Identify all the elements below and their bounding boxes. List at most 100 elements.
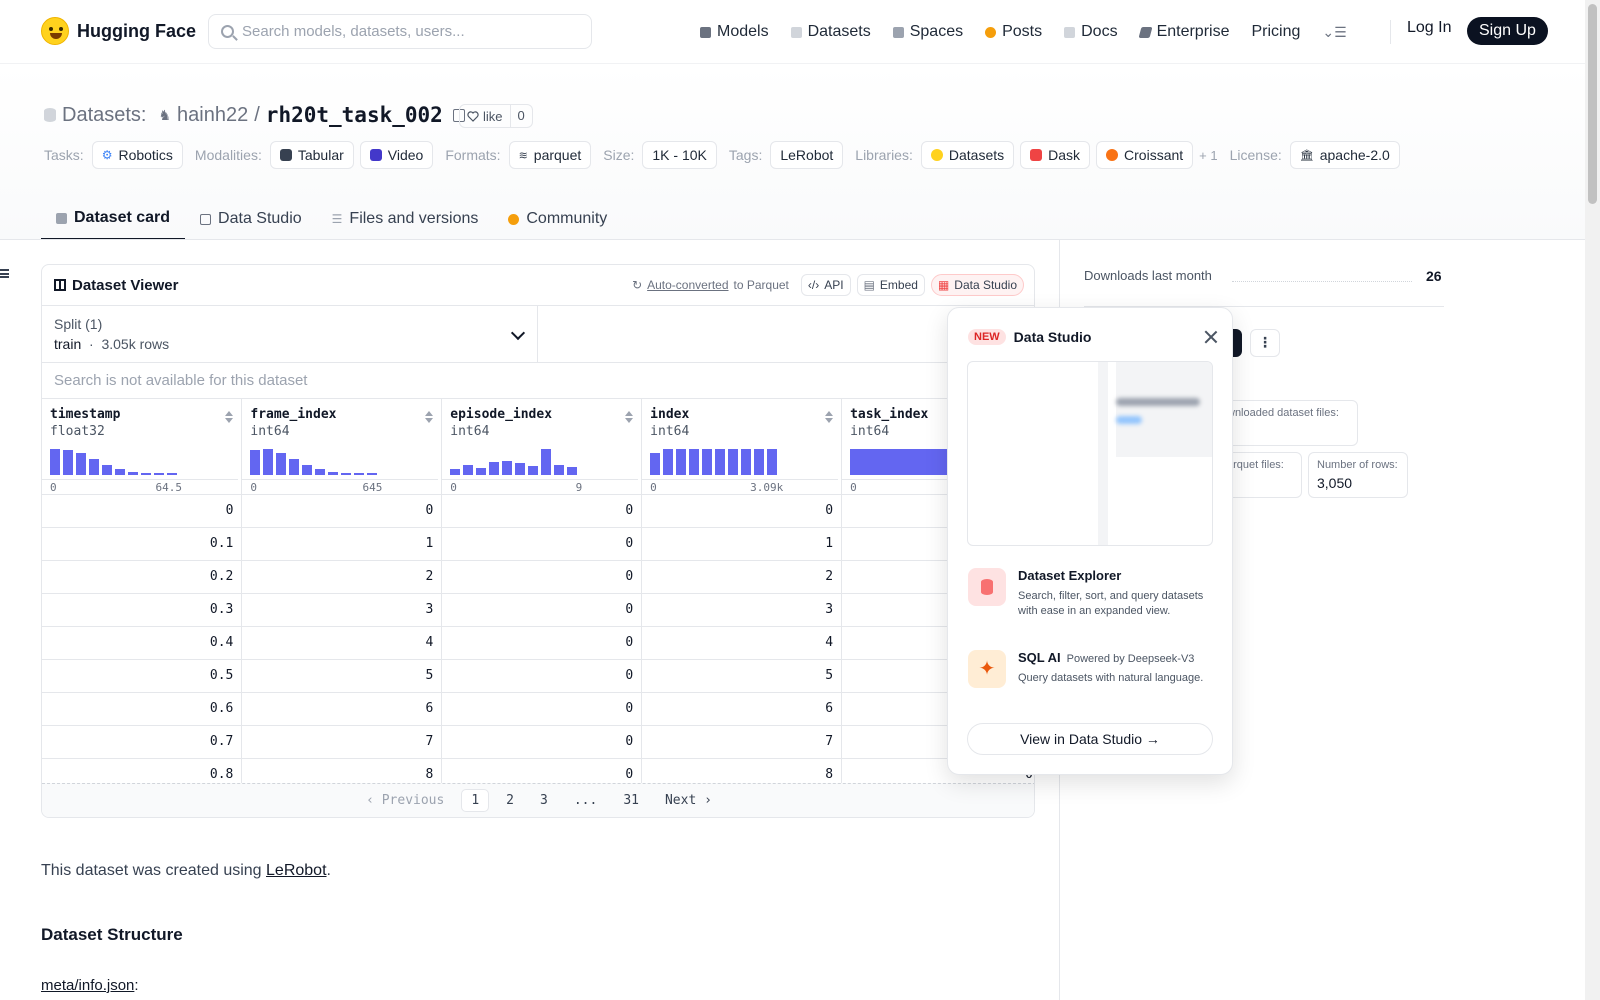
tag-croissant[interactable]: Croissant [1096,141,1194,169]
view-in-data-studio-button[interactable]: View in Data Studio → [967,723,1213,755]
histogram-bar[interactable] [741,449,752,475]
histogram-bar[interactable] [367,473,378,475]
table-cell[interactable]: 0 [441,725,643,759]
histogram-bar[interactable] [767,449,778,475]
next-page-button[interactable]: Next › [664,793,712,808]
table-cell[interactable]: 0.4 [42,626,243,660]
breadcrumb-owner[interactable]: hainh22 [177,103,249,126]
histogram-bar[interactable] [102,465,112,475]
sort-icon[interactable] [825,411,834,423]
like-button[interactable]: like 0 [459,104,533,128]
histogram-bar[interactable] [115,469,125,475]
histogram-bar[interactable] [154,473,164,475]
tag-robotics[interactable]: ⚙ Robotics [91,141,183,169]
table-cell[interactable]: 4 [641,626,843,660]
page-scrollbar[interactable] [1585,0,1600,1000]
histogram-bar[interactable] [554,465,565,475]
tab-dataset-card[interactable]: Dataset card [41,198,186,240]
copy-icon[interactable] [452,108,465,122]
histogram-bar[interactable] [354,473,365,475]
api-button[interactable]: ‹/› API [800,274,851,296]
column-header[interactable]: timestamp float32 0 64.5 [42,399,243,495]
data-studio-button[interactable]: ▦ Data Studio [930,274,1024,296]
table-cell[interactable]: 0 [42,494,243,528]
lerobot-link[interactable]: LeRobot [266,862,327,879]
search-box[interactable] [208,14,592,49]
table-cell[interactable]: 3 [641,593,843,627]
histogram-bar[interactable] [50,449,60,475]
toc-toggle-icon[interactable] [0,269,9,278]
table-cell[interactable]: 0 [441,494,643,528]
histogram-bar[interactable] [89,459,99,475]
histogram-bar[interactable] [463,465,474,475]
table-cell[interactable]: 1 [241,527,443,561]
histogram-bar[interactable] [676,449,687,475]
nav-posts[interactable]: Posts [985,23,1042,41]
histogram-bar[interactable] [302,465,313,475]
sort-icon[interactable] [625,411,634,423]
histogram-bar[interactable] [315,469,326,475]
histogram-bar[interactable] [167,473,177,475]
table-cell[interactable]: 0 [441,560,643,594]
table-cell[interactable]: 5 [641,659,843,693]
table-cell[interactable]: 0.3 [42,593,243,627]
histogram-bar[interactable] [276,453,287,475]
histogram-bar[interactable] [250,450,261,475]
page-2[interactable]: 2 [506,793,514,808]
nav-pricing[interactable]: Pricing [1251,23,1300,41]
histogram-bar[interactable] [541,449,552,475]
table-cell[interactable]: 6 [241,692,443,726]
histogram-bar[interactable] [450,469,461,475]
tag-license[interactable]: 🏛 apache-2.0 [1289,141,1400,169]
table-cell[interactable]: 0 [441,626,643,660]
split-selector[interactable]: Split (1) train · 3.05k rows [42,306,538,362]
libraries-more[interactable]: + 1 [1199,147,1218,163]
table-cell[interactable]: 2 [641,560,843,594]
table-cell[interactable]: 0 [441,659,643,693]
table-cell[interactable]: 7 [641,725,843,759]
close-icon[interactable] [1204,330,1218,344]
nav-enterprise[interactable]: Enterprise [1138,23,1229,41]
column-header[interactable]: episode_index int64 0 9 [441,399,643,495]
embed-button[interactable]: ▤ Embed [856,274,925,296]
tag-lerobot[interactable]: LeRobot [770,141,844,169]
page-31[interactable]: 31 [623,793,639,808]
nav-docs[interactable]: Docs [1064,23,1118,41]
login-button[interactable]: Log In [1407,19,1452,36]
histogram-bar[interactable] [328,472,339,475]
table-cell[interactable]: 6 [641,692,843,726]
table-cell[interactable]: 0.7 [42,725,243,759]
nav-spaces[interactable]: Spaces [892,23,963,41]
tab-community[interactable]: Community [493,198,622,240]
table-cell[interactable]: 1 [641,527,843,561]
histogram-bar[interactable] [515,463,526,475]
table-cell[interactable]: 2 [241,560,443,594]
more-options-button[interactable]: ⋮ [1250,329,1280,357]
sort-icon[interactable] [425,411,434,423]
table-cell[interactable]: 0 [441,692,643,726]
table-cell[interactable]: 0.2 [42,560,243,594]
meta-info-link[interactable]: meta/info.json [41,977,135,994]
logo[interactable]: Hugging Face [41,17,196,45]
histogram-bar[interactable] [476,468,487,475]
breadcrumb-section[interactable]: Datasets: [62,103,147,126]
tab-data-studio[interactable]: Data Studio [185,198,317,240]
prev-page-button[interactable]: ‹ Previous [366,793,445,808]
column-header[interactable]: frame_index int64 0 645 [241,399,443,495]
table-cell[interactable]: 0.1 [42,527,243,561]
histogram-bar[interactable] [502,461,513,475]
tag-video[interactable]: Video [359,141,434,169]
table-cell[interactable]: 0 [441,593,643,627]
tab-files[interactable]: ☰ Files and versions [317,198,494,240]
tag-dask[interactable]: Dask [1020,141,1091,169]
tag-size[interactable]: 1K - 10K [642,141,717,169]
table-cell[interactable]: 4 [241,626,443,660]
histogram-bar[interactable] [263,449,274,475]
table-cell[interactable]: 3 [241,593,443,627]
histogram-bar[interactable] [289,459,300,475]
table-cell[interactable]: 7 [241,725,443,759]
column-header[interactable]: task_index int64 0 [841,399,1034,495]
nav-datasets[interactable]: Datasets [790,23,871,41]
autoconverted-link[interactable]: Auto-converted [647,278,729,292]
tag-datasets-lib[interactable]: Datasets [920,141,1015,169]
